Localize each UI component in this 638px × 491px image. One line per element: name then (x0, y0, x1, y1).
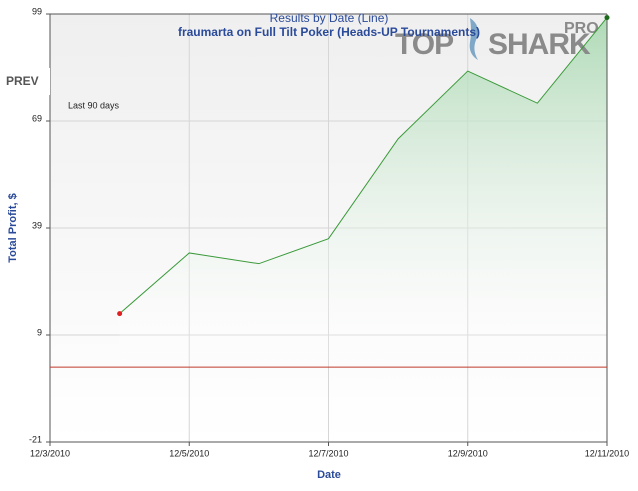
logo-right: SHARK (488, 28, 591, 61)
start-marker (117, 311, 123, 317)
y-tick-label: 39 (32, 220, 42, 230)
logo-icon (469, 18, 478, 60)
logo-badge: PRO (564, 20, 599, 37)
area-layer (119, 17, 607, 368)
x-tick-label: 12/5/2010 (169, 448, 209, 458)
area (119, 17, 607, 368)
line (119, 17, 608, 314)
y-tick-label: 69 (32, 113, 42, 123)
y-axis-title: Total Profit, $ (7, 193, 19, 262)
y-tick-label: -21 (29, 434, 42, 444)
chart-subtitle: fraumarta on Full Tilt Poker (Heads-UP T… (178, 25, 480, 39)
y-tick-label: 99 (32, 6, 42, 16)
x-tick-label: 12/7/2010 (308, 448, 348, 458)
prev-button[interactable]: PREV (6, 74, 39, 88)
y-tick-label: 9 (37, 327, 42, 337)
period-label: Last 90 days (68, 100, 120, 110)
prev-button-bg[interactable] (0, 68, 50, 95)
logo: TOP SHARK PRO (395, 18, 599, 61)
end-marker (604, 15, 610, 21)
x-axis-title: Date (317, 469, 341, 481)
chart-title: Results by Date (Line) (270, 11, 389, 25)
logo-left: TOP (395, 28, 453, 61)
x-tick-label: 12/9/2010 (448, 448, 488, 458)
x-tick-label: 12/11/2010 (585, 448, 629, 458)
x-tick-label: 12/3/2010 (30, 448, 70, 458)
